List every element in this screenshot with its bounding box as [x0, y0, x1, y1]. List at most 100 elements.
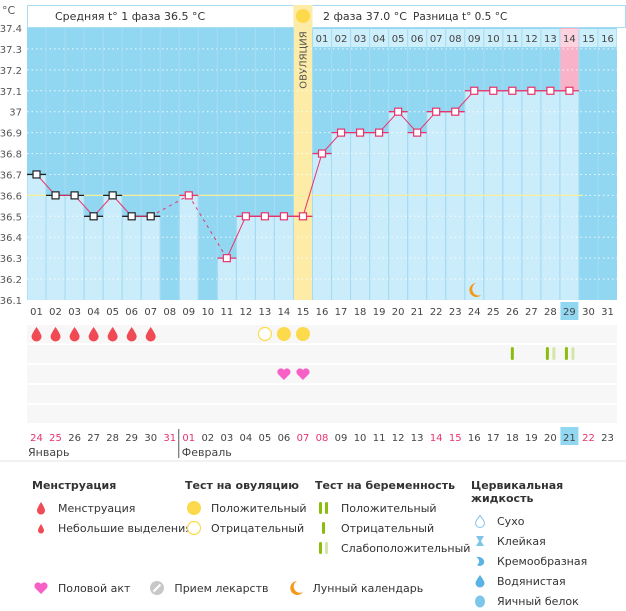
- phase2-day-cell: [541, 29, 560, 47]
- y-tick-label: 36.3: [0, 254, 22, 265]
- temperature-point: [89, 212, 98, 221]
- cycle-day-label: 23: [449, 307, 462, 318]
- temperature-bar: [65, 195, 84, 300]
- temperature-point: [336, 128, 346, 137]
- y-axis-unit: °C: [2, 4, 16, 17]
- legend-label: Отрицательный: [211, 521, 305, 535]
- legend-item: Слабоположительный: [315, 538, 470, 558]
- y-tick-label: 36.6: [0, 191, 22, 202]
- month-label: Январь: [28, 446, 70, 459]
- phase2-day-cell: [312, 29, 332, 47]
- phase2-day-cell: [598, 29, 617, 47]
- calendar-date-label: 05: [259, 433, 272, 444]
- phase2-day-cell: [351, 29, 370, 47]
- phase2-day-label: 04: [373, 34, 386, 45]
- cycle-day-label: 07: [144, 307, 157, 318]
- cycle-day-label: 16: [316, 307, 329, 318]
- legend-item: Положительный: [315, 498, 470, 518]
- intercourse-heart-icon: [296, 368, 310, 380]
- temperature-line-dashed: [150, 194, 190, 217]
- cycle-day-label: 15: [297, 307, 310, 318]
- legend-label: Кремообразная: [497, 554, 588, 568]
- calendar-date-label: 20: [544, 433, 557, 444]
- cycle-day-label: 26: [506, 307, 519, 318]
- temperature-point: [565, 86, 574, 95]
- legend-menstruation: Менструация Менструация Небольшие выделе…: [32, 479, 192, 538]
- temperature-point: [451, 107, 460, 116]
- temperature-point: [374, 128, 384, 137]
- calendar-date-label: 16: [468, 433, 481, 444]
- temperature-bar: [46, 195, 65, 300]
- legend-label: Небольшие выделения: [58, 521, 192, 535]
- calendar-date-label: 19: [525, 433, 538, 444]
- temperature-bar: [103, 195, 122, 300]
- legend-label: Лунный календарь: [312, 581, 424, 595]
- cycle-day-label: 24: [468, 307, 481, 318]
- y-tick-label: 36.2: [0, 275, 22, 286]
- phase2-day-label: 06: [411, 34, 424, 45]
- phase2-day-label: 12: [525, 34, 538, 45]
- phase2-day-cell: [579, 29, 598, 47]
- highlight-day-cell: [560, 302, 579, 320]
- cycle-day-label: 01: [30, 307, 43, 318]
- temperature-point: [222, 254, 231, 263]
- negative-test-circle-icon: [185, 520, 203, 536]
- legend-item: Менструация: [32, 498, 192, 518]
- calendar-date-label: 14: [430, 433, 443, 444]
- symptom-row: [27, 405, 617, 423]
- y-tick-label: 37.1: [0, 87, 22, 98]
- phase2-day-label: 15: [582, 34, 595, 45]
- temperature-bar: [84, 216, 103, 300]
- moon-icon: [287, 580, 305, 596]
- calendar-date-label: 31: [163, 433, 176, 444]
- y-tick-label: 36.9: [0, 129, 22, 140]
- temperature-bar: [217, 258, 236, 300]
- legend-item: Водянистая: [471, 571, 626, 591]
- cycle-day-label: 04: [87, 307, 100, 318]
- ovulation-test-positive-icon: [295, 327, 310, 341]
- temperature-point: [355, 128, 365, 137]
- calendar-date-label: 23: [601, 433, 614, 444]
- calendar-date-label: 09: [335, 433, 348, 444]
- legend-label: Положительный: [341, 501, 437, 515]
- legend-pregnancy-test: Тест на беременность Положительный Отриц…: [315, 479, 470, 558]
- temperature-point: [32, 170, 41, 179]
- calendar-date-label: 17: [487, 433, 500, 444]
- legend-item: Яичный белок: [471, 591, 626, 611]
- legend-label: Менструация: [58, 501, 136, 515]
- temperature-bar: [408, 132, 427, 300]
- legend-label: Отрицательный: [341, 521, 435, 535]
- calendar-date-label: 29: [125, 433, 138, 444]
- calendar-date-label: 11: [373, 433, 386, 444]
- bbt-chart: Средняя t° 1 фаза 36.5 °C 2 фаза 37.0 °C Р…: [0, 4, 626, 462]
- calendar-date-label: 27: [87, 433, 100, 444]
- calendar-date-label: 01: [182, 433, 195, 444]
- y-tick-label: 37.3: [0, 45, 22, 56]
- legend-label: Половой акт: [58, 581, 131, 595]
- legend-item: Небольшие выделения: [32, 518, 192, 538]
- temperature-point: [413, 128, 422, 137]
- cycle-day-label: 30: [582, 307, 595, 318]
- temperature-bar: [179, 195, 198, 300]
- temperature-line: [302, 153, 323, 217]
- cycle-day-label: 09: [182, 307, 195, 318]
- temperature-point: [317, 149, 327, 158]
- temperature-point: [260, 212, 270, 221]
- temperature-point: [51, 191, 60, 200]
- phase2-day-label: 02: [335, 34, 348, 45]
- watery-drop-icon: [471, 574, 489, 588]
- ovulation-sun-icon: [295, 9, 310, 23]
- temperature-line-dashed: [188, 195, 228, 259]
- temperature-point: [470, 86, 479, 95]
- calendar-date-label: 12: [392, 433, 405, 444]
- ovulation-test-positive-icon: [276, 327, 291, 341]
- legend-item: Отрицательный: [315, 518, 470, 538]
- menstruation-drop-icon: [126, 327, 137, 342]
- cycle-day-label: 19: [373, 307, 386, 318]
- legend-ovulation-test: Тест на овуляцию Положительный Отрицател…: [185, 479, 307, 538]
- legend-cervical-fluid: Цервикальная жидкость Сухо Клейкая Кремо…: [471, 479, 626, 611]
- temperature-bar: [446, 111, 465, 300]
- sticky-icon: [471, 534, 489, 548]
- today-date-cell: [560, 427, 579, 445]
- legend-label: Сухо: [497, 514, 525, 528]
